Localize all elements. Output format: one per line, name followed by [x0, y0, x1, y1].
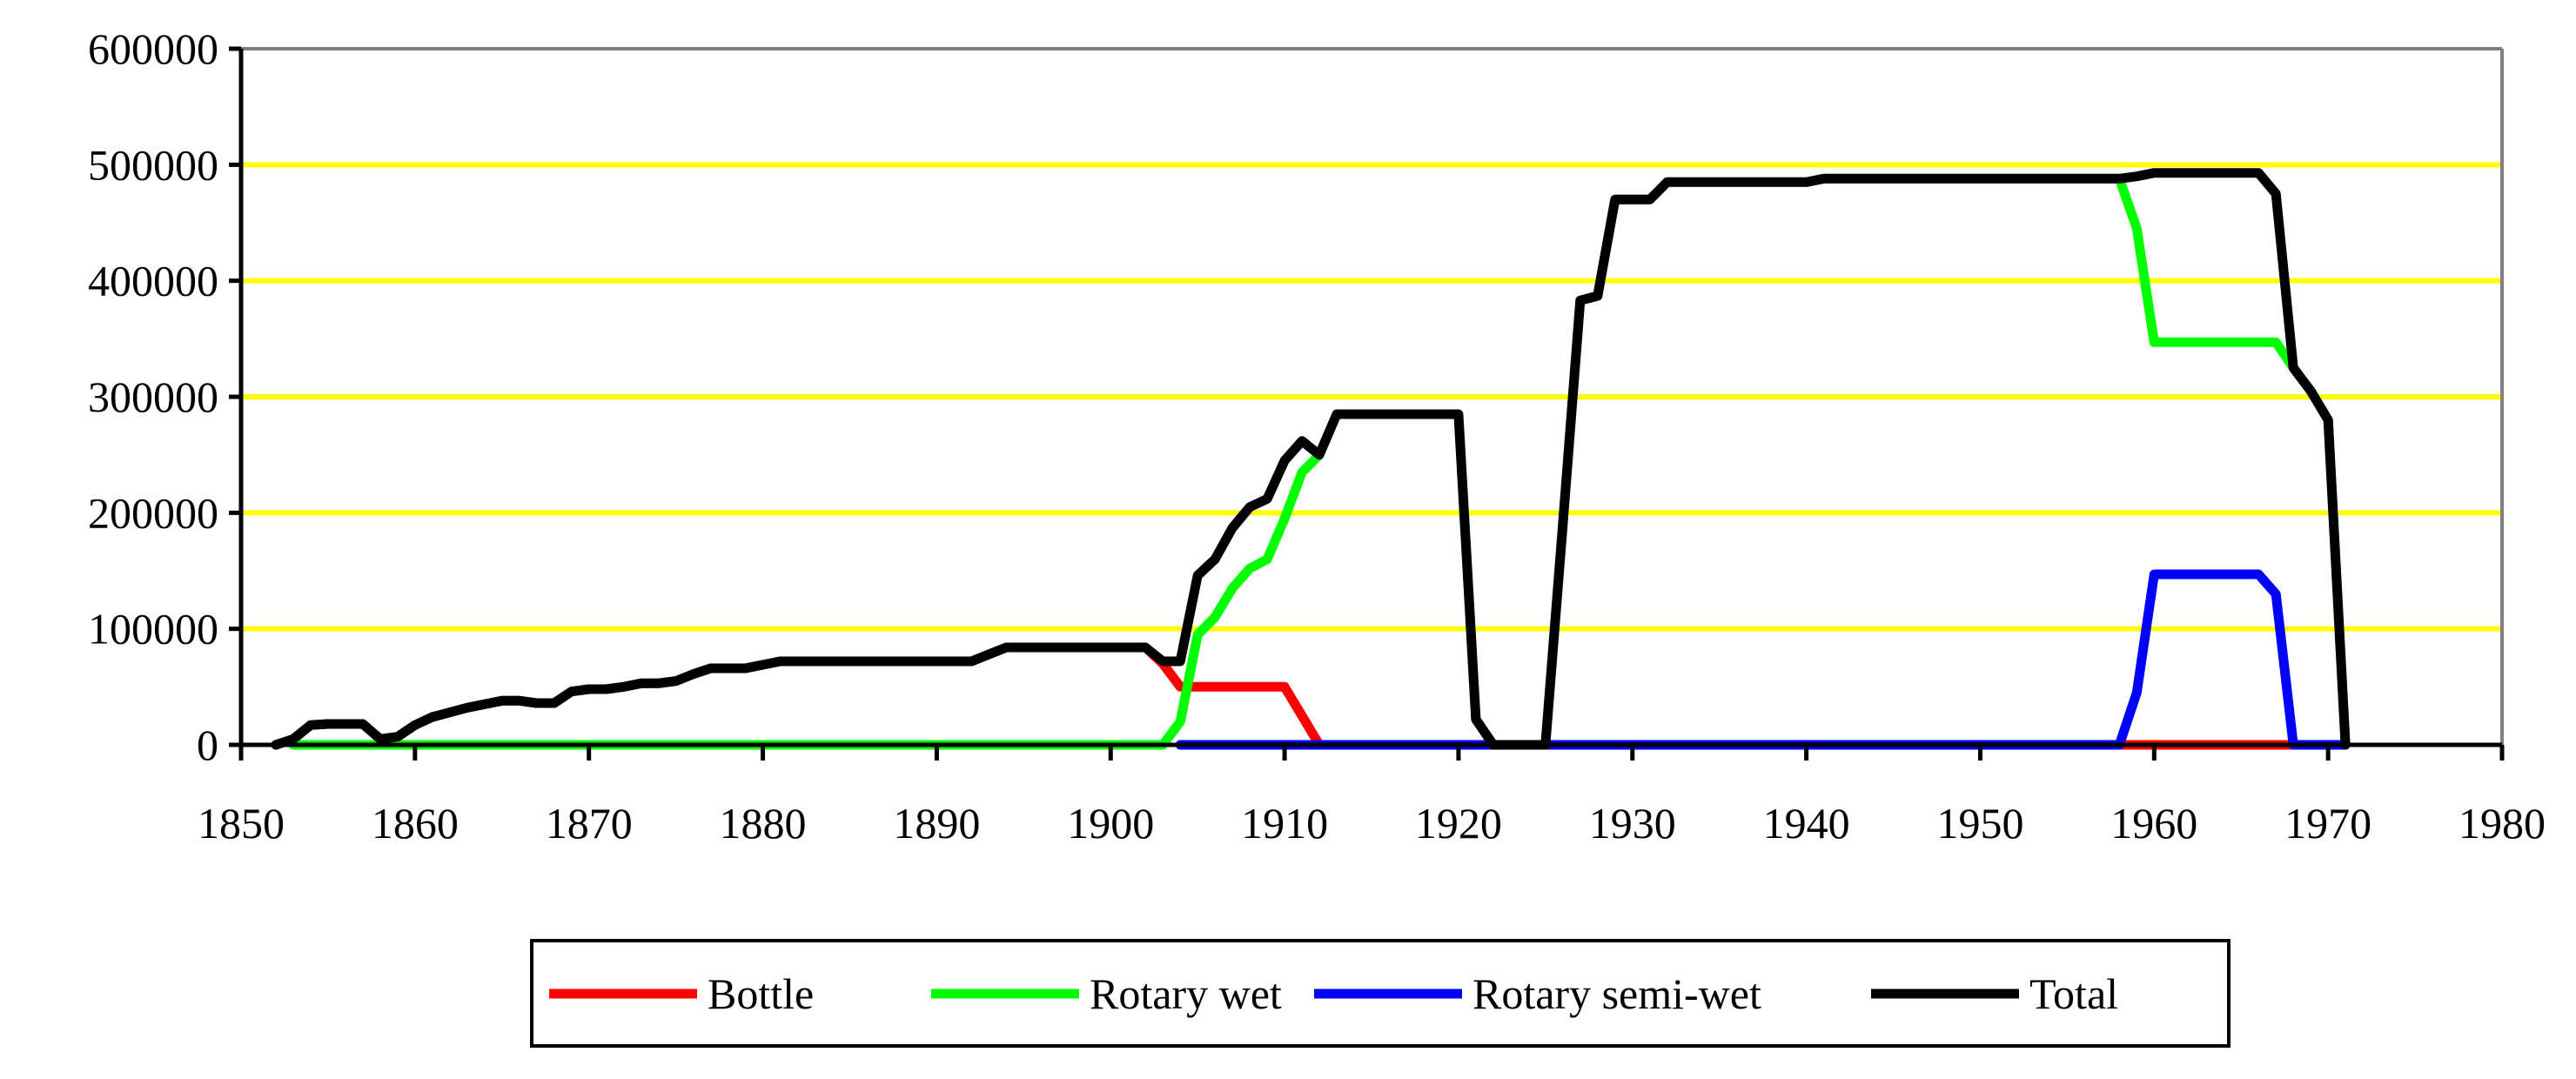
legend-label: Bottle	[708, 969, 814, 1018]
legend-label: Rotary wet	[1090, 969, 1282, 1018]
x-tick-label: 1960	[2110, 799, 2197, 848]
plot-frame	[241, 47, 2504, 745]
x-tick-label: 1850	[198, 799, 285, 848]
y-tick-label: 100000	[88, 605, 218, 653]
x-tick-label: 1880	[720, 799, 807, 848]
x-tick-label: 1890	[893, 799, 980, 848]
y-tick-label: 200000	[88, 488, 218, 537]
legend: Bottle Rotary wet Rotary semi-wet Total	[530, 939, 2231, 1048]
x-tick-label: 1930	[1589, 799, 1676, 848]
x-tick-label: 1910	[1241, 799, 1328, 848]
series-line-rotary-wet	[288, 173, 2351, 750]
axes: 0 100000 200000 300000 400000 500000 600000 185…	[88, 24, 2546, 848]
x-tick-label: 1900	[1067, 799, 1154, 848]
legend-label: Total	[2029, 969, 2118, 1018]
series-line-total	[271, 168, 2351, 750]
y-tick-label: 300000	[88, 372, 218, 421]
x-tick-label: 1950	[1936, 799, 2023, 848]
x-tick-label: 1860	[372, 799, 459, 848]
y-tick-label: 400000	[88, 257, 218, 305]
x-tick-label: 1920	[1415, 799, 1502, 848]
y-tick-label: 0	[197, 720, 218, 769]
series-lines	[271, 168, 2351, 750]
x-tick-label: 1870	[546, 799, 633, 848]
legend-label: Rotary semi-wet	[1472, 969, 1761, 1018]
y-tick-label: 600000	[88, 24, 218, 73]
x-tick-label: 1970	[2284, 799, 2371, 848]
series-line-bottle	[271, 642, 2298, 750]
x-tick-label: 1940	[1763, 799, 1850, 848]
series-line-rotary-semi-wet	[1175, 569, 2351, 750]
x-tick-label: 1980	[2459, 799, 2546, 848]
gridlines	[241, 162, 2502, 632]
y-tick-label: 500000	[88, 140, 218, 189]
